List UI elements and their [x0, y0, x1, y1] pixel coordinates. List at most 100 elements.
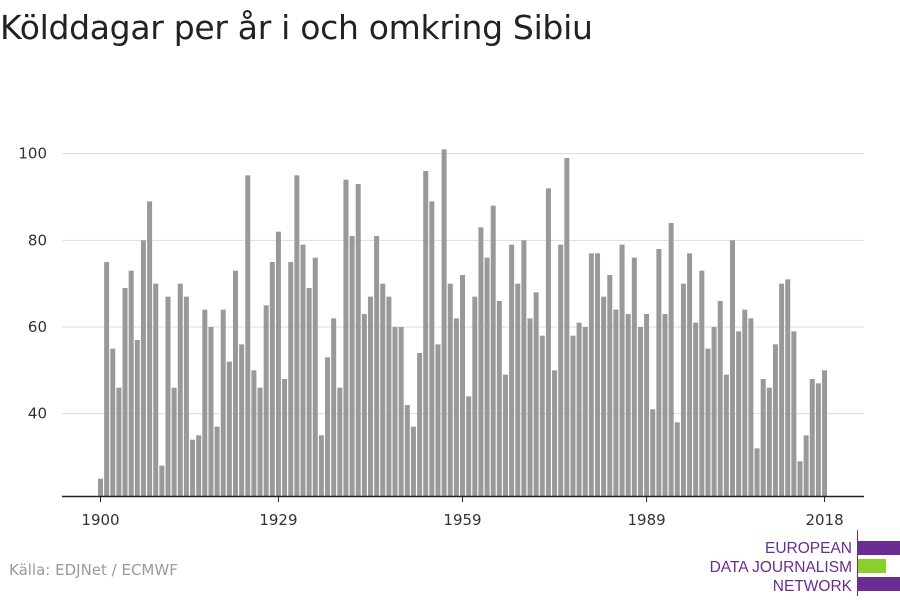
- bar: [588, 253, 594, 496]
- bar: [122, 288, 128, 496]
- bar: [128, 270, 134, 496]
- x-tick-label: 1989: [628, 511, 666, 529]
- bar: [613, 309, 619, 496]
- bar: [312, 257, 318, 496]
- bar: [625, 314, 631, 496]
- bar: [104, 262, 110, 496]
- bar: [742, 309, 748, 496]
- bar: [429, 201, 435, 496]
- bar: [257, 387, 263, 496]
- bar: [269, 262, 275, 496]
- bar: [515, 283, 521, 496]
- bar: [533, 292, 539, 496]
- logo-bar-middle: [858, 559, 886, 573]
- logo-line-2: DATA JOURNALISM: [709, 559, 852, 576]
- bar: [785, 279, 791, 496]
- y-tick-label: 80: [28, 231, 47, 249]
- y-tick-label: 40: [28, 405, 47, 423]
- bar: [644, 314, 650, 496]
- bar: [134, 340, 140, 496]
- bar: [435, 344, 441, 496]
- bar: [705, 348, 711, 496]
- x-tick-label: 1959: [443, 511, 481, 529]
- logo-bar-bottom: [858, 577, 900, 591]
- bar: [417, 353, 423, 496]
- bar: [177, 283, 183, 496]
- bar: [239, 344, 245, 496]
- logo-text: EUROPEAN DATA JOURNALISM NETWORK: [710, 539, 852, 596]
- bar: [214, 426, 220, 496]
- bar: [220, 309, 226, 496]
- bar: [196, 435, 202, 496]
- bar: [564, 158, 570, 496]
- bar: [300, 244, 306, 496]
- logo-line-1: EUROPEAN: [765, 540, 852, 557]
- bar: [361, 314, 367, 496]
- bar: [822, 370, 828, 496]
- bar: [183, 296, 189, 496]
- bar: [380, 283, 386, 496]
- bar: [760, 379, 766, 496]
- bar: [447, 283, 453, 496]
- bar: [153, 283, 159, 496]
- bar: [98, 478, 103, 496]
- bar: [717, 301, 723, 496]
- logo-divider: [857, 530, 858, 596]
- bar: [140, 240, 146, 496]
- bar: [607, 275, 613, 496]
- bar: [509, 244, 515, 496]
- bar: [484, 257, 490, 496]
- edjnet-logo: EUROPEAN DATA JOURNALISM NETWORK: [700, 530, 900, 596]
- bar: [410, 426, 416, 496]
- bar: [650, 409, 656, 496]
- bar: [502, 374, 508, 496]
- bar: [490, 205, 496, 497]
- bar: [595, 253, 601, 496]
- bar: [288, 262, 294, 496]
- bar: [165, 296, 171, 496]
- bar: [263, 305, 269, 496]
- bar: [545, 188, 551, 496]
- bar: [815, 383, 821, 496]
- bar: [245, 175, 251, 496]
- chart-title: Kölddagar per år i och omkring Sibiu: [0, 8, 593, 47]
- bar: [275, 231, 281, 497]
- bar: [766, 387, 772, 496]
- bar: [687, 253, 693, 496]
- bar: [680, 283, 686, 496]
- bar: [232, 270, 238, 496]
- bar: [294, 175, 300, 496]
- bar: [478, 227, 484, 496]
- bar: [619, 244, 625, 496]
- bar-chart: 40 60 80 100 1900 1929 1959 1989 2018: [18, 145, 864, 529]
- bar: [337, 387, 343, 496]
- bar: [496, 301, 502, 496]
- bar: [582, 327, 588, 496]
- bar: [748, 318, 754, 496]
- logo-line-3: NETWORK: [772, 578, 852, 595]
- bar: [460, 275, 466, 496]
- bar: [404, 405, 410, 496]
- bar: [674, 422, 680, 496]
- bar: [797, 461, 803, 496]
- x-tick-label: 2018: [805, 511, 843, 529]
- bar: [423, 171, 429, 496]
- bar: [772, 344, 778, 496]
- bar: [637, 327, 643, 496]
- bar: [159, 465, 165, 496]
- bar: [355, 184, 361, 496]
- bar: [116, 387, 122, 496]
- bar: [453, 318, 459, 496]
- bar: [251, 370, 257, 496]
- bar: [558, 244, 564, 496]
- bar: [527, 318, 533, 496]
- bar: [325, 357, 331, 496]
- bar: [386, 296, 392, 496]
- logo-bar-top: [858, 541, 900, 555]
- bar: [803, 435, 809, 496]
- bar: [466, 396, 472, 496]
- bar: [226, 361, 232, 496]
- bar: [343, 179, 349, 497]
- bars: [98, 149, 828, 497]
- bar: [331, 318, 337, 496]
